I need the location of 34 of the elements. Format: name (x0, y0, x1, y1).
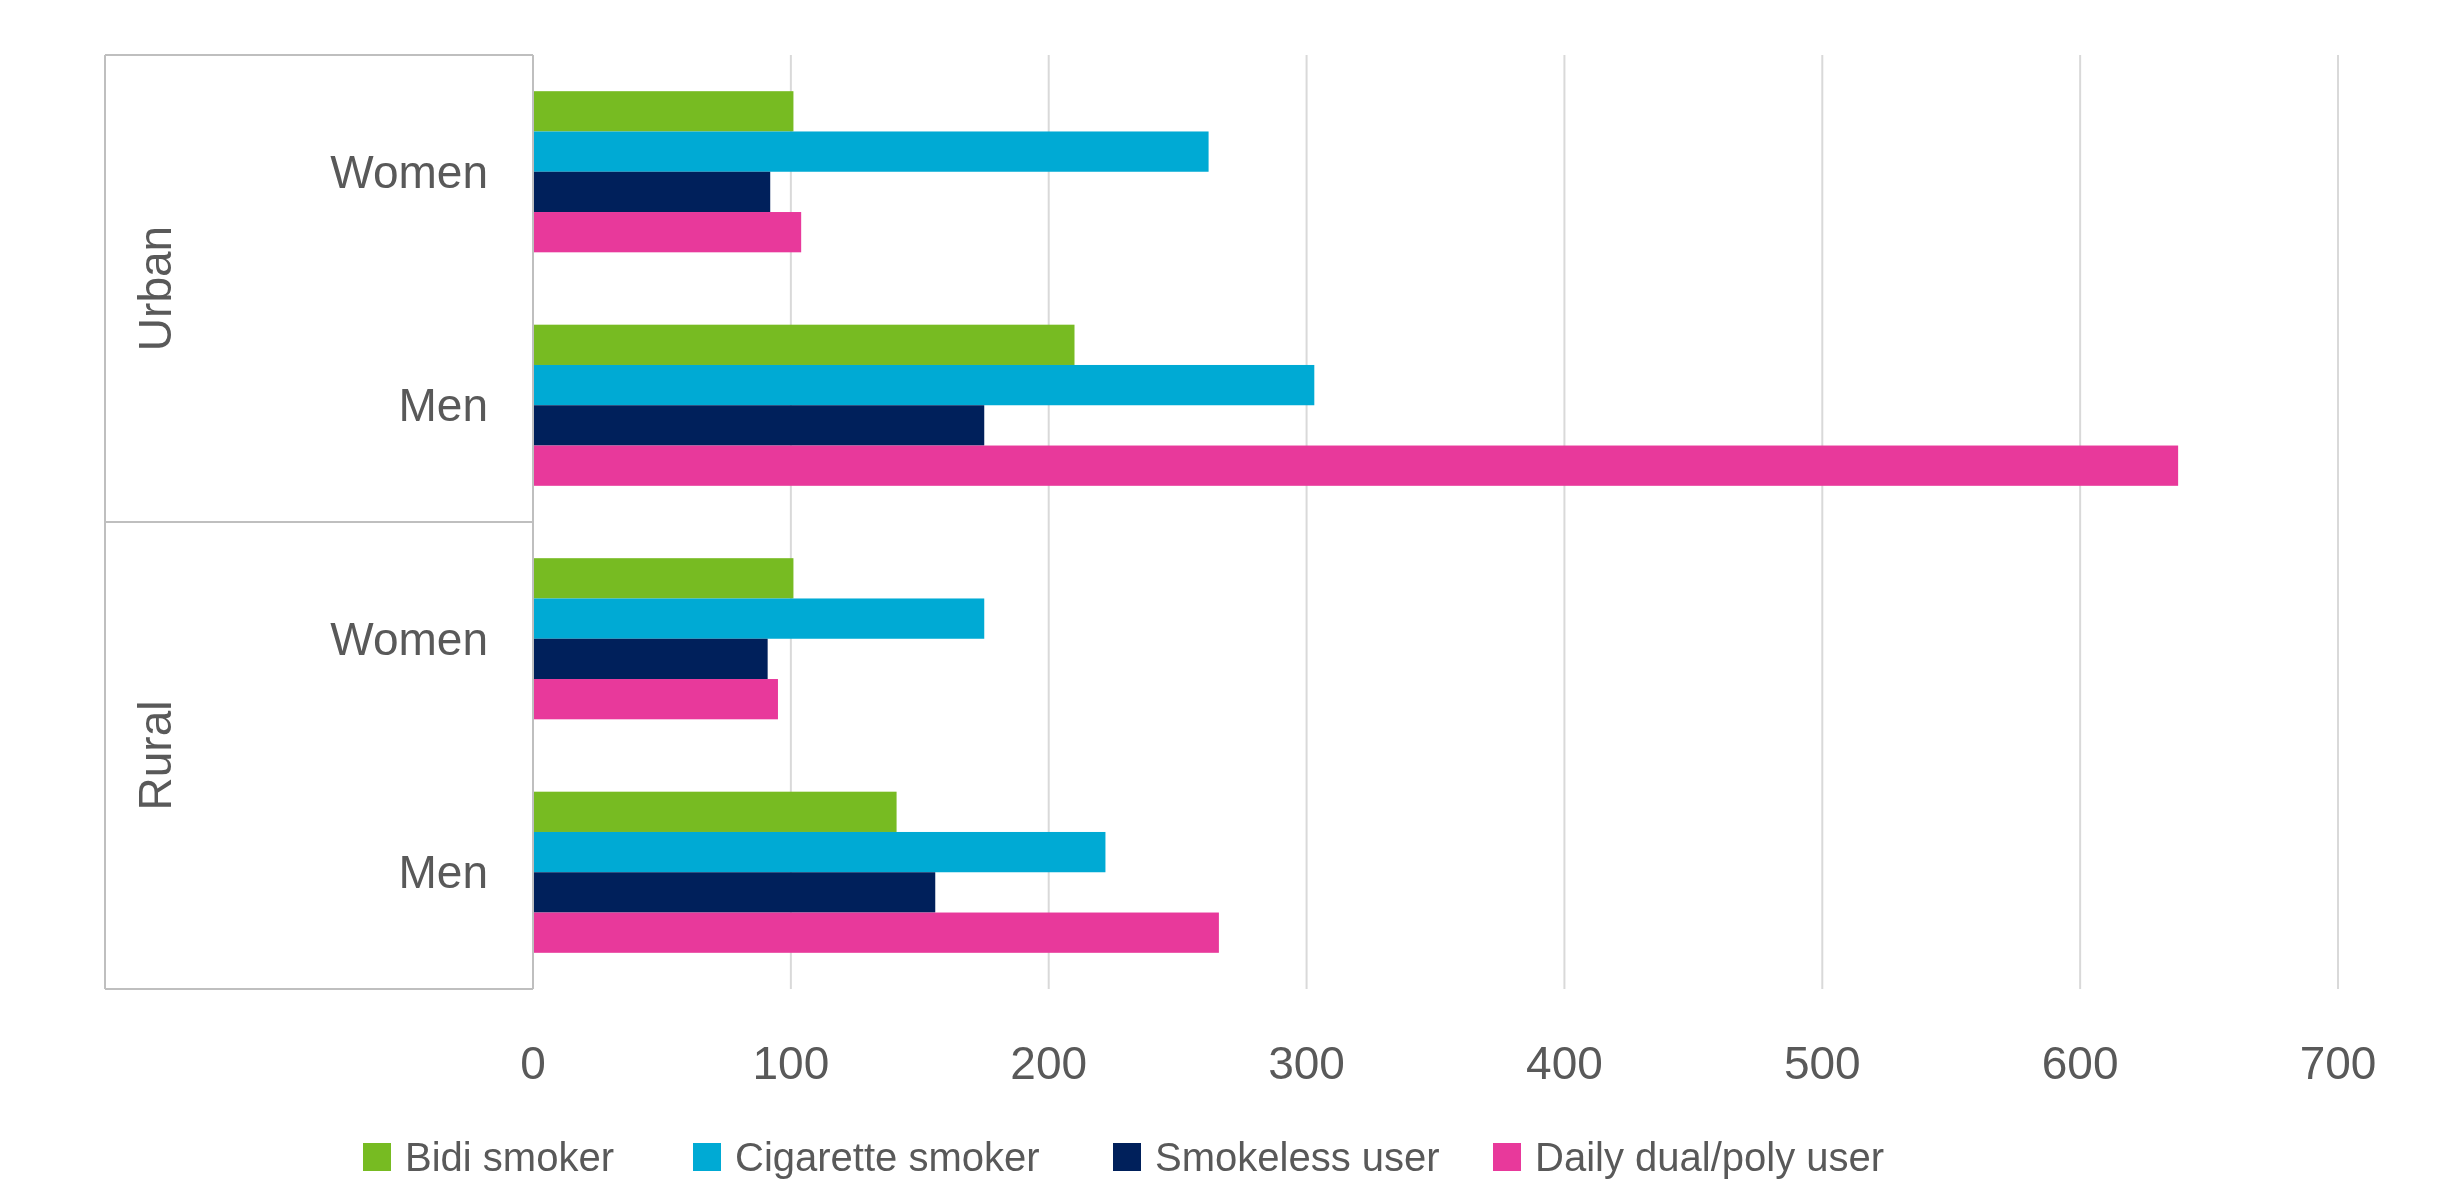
x-tick-label: 300 (1268, 1037, 1345, 1089)
legend-label: Smokeless user (1155, 1135, 1440, 1179)
bar (533, 638, 768, 680)
y-tick-label: Women (330, 145, 488, 198)
legend-label: Bidi smoker (405, 1135, 614, 1179)
bar (533, 445, 2179, 486)
bar (533, 872, 936, 913)
x-tick-label: 400 (1526, 1037, 1603, 1089)
bar (533, 91, 794, 132)
legend-label: Daily dual/poly user (1535, 1135, 1885, 1179)
bar (533, 679, 778, 720)
text: Urban (129, 225, 181, 352)
bar (533, 791, 897, 832)
bar (533, 831, 1106, 873)
bar (533, 171, 771, 213)
x-tick-label: 700 (2299, 1037, 2377, 1089)
legend-label: Cigarette smoker (735, 1135, 1040, 1179)
bar (533, 558, 794, 599)
y-tick-label: Women (330, 612, 488, 665)
x-tick-label: 100 (752, 1037, 830, 1089)
bar (533, 364, 1315, 406)
bar (533, 912, 1219, 953)
x-tick-label: 600 (2041, 1037, 2119, 1089)
x-tick-label: 0 (520, 1037, 546, 1089)
bar (533, 598, 985, 639)
bar (533, 405, 985, 446)
x-tick-label: 500 (1783, 1037, 1861, 1089)
y-tick-label: Men (398, 846, 488, 899)
bar (533, 324, 1075, 365)
bar (533, 131, 1209, 172)
text: Rural (129, 700, 181, 811)
x-tick-label: 200 (1010, 1037, 1088, 1089)
bar (533, 212, 802, 253)
y-tick-label: Men (398, 379, 488, 432)
